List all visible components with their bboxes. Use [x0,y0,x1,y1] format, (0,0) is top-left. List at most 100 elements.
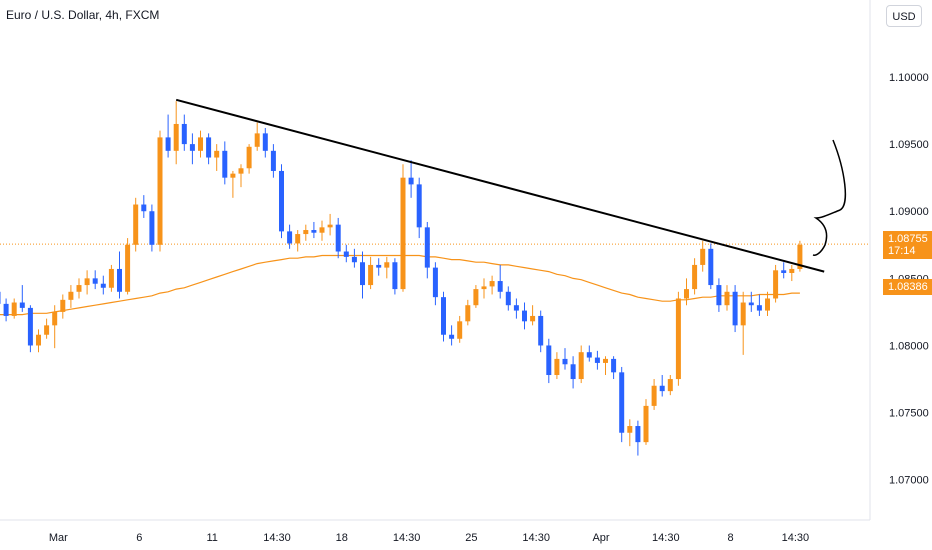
currency-button[interactable]: USD [886,5,922,27]
candle [675,291,681,386]
candle-body [538,315,544,346]
candle-body [311,230,317,233]
candle-body [44,325,50,335]
candle [189,133,195,165]
candle [441,291,446,342]
candle [335,217,341,259]
candle-body [457,321,463,339]
price-tick-label: 1.09500 [889,139,929,151]
candle-body [287,231,293,244]
time-tick-label: 14:30 [263,532,291,544]
candle [133,197,139,252]
candle-body [360,262,365,286]
candle [457,315,463,343]
candle [287,224,293,249]
candle-body [635,426,641,443]
candle [384,256,390,279]
candle [708,243,714,290]
candle [732,285,738,333]
candle [238,164,244,188]
candle [570,356,576,389]
candle-body [0,291,1,304]
candle [392,258,398,295]
candle-body [449,334,455,339]
candle [27,305,33,353]
candle-body [522,310,527,322]
candle [84,270,90,295]
candle [68,285,74,308]
candle [756,294,762,316]
candle [748,291,754,312]
candle [643,399,649,445]
candle [619,366,625,443]
time-axis[interactable]: Mar 6 11 14:30 18 14:30 25 14:30 Apr 14:30 8 14:30 [49,532,809,544]
candle-body [659,385,665,392]
candle-body [797,244,803,269]
candle [716,278,722,312]
candle-body [189,144,195,151]
candle-body [570,364,576,380]
candle-body [27,307,33,346]
candle-body [351,256,357,263]
time-tick-label: 6 [136,532,142,544]
candle-body [181,123,187,145]
candle-body [133,204,139,245]
candle [667,375,673,396]
candle [92,270,98,290]
candle-body [432,267,438,298]
candle [489,275,495,295]
candle [603,356,608,376]
candle-body [60,299,66,312]
candle-body [497,281,503,292]
candle [368,256,374,290]
candle-body [619,372,625,433]
candle-body [11,302,17,316]
candle [254,122,260,151]
candle [279,164,284,239]
candle [473,285,479,308]
candle [125,238,131,295]
candle [19,285,25,312]
candle-body [740,302,746,326]
plot-area[interactable] [0,0,871,521]
candle [538,310,544,353]
candle [611,356,617,380]
candle-body [173,123,179,151]
candle [181,114,187,151]
candle [44,318,50,339]
candle [789,264,795,282]
candle-body [246,146,252,169]
candle [149,204,155,252]
time-tick-label: 18 [336,532,348,544]
candle [797,240,803,272]
candle [700,240,706,272]
symbol-title: Euro / U.S. Dollar, 4h, FXCM [6,8,160,22]
candle-body [465,305,471,322]
candle-body [586,352,592,358]
candle [108,264,114,292]
candle [11,298,17,319]
candle [165,114,171,158]
candle-body [773,270,779,299]
candle-body [473,289,479,306]
candle-body [206,137,212,158]
candle-body [392,262,398,290]
candle-body [748,302,754,306]
candle-body [214,150,220,158]
candle [36,329,41,353]
candle [206,133,212,165]
candle [530,305,536,326]
candle-body [675,298,681,380]
candle-body [716,285,722,306]
candle-body [416,184,422,228]
candle-body [254,133,260,147]
trendline[interactable] [175,98,825,273]
candle [594,350,600,370]
candle-body [149,211,155,245]
candle [270,144,276,178]
candle-body [335,224,341,252]
candle [303,224,309,241]
candle-body [295,234,301,244]
candle-body [765,298,770,311]
